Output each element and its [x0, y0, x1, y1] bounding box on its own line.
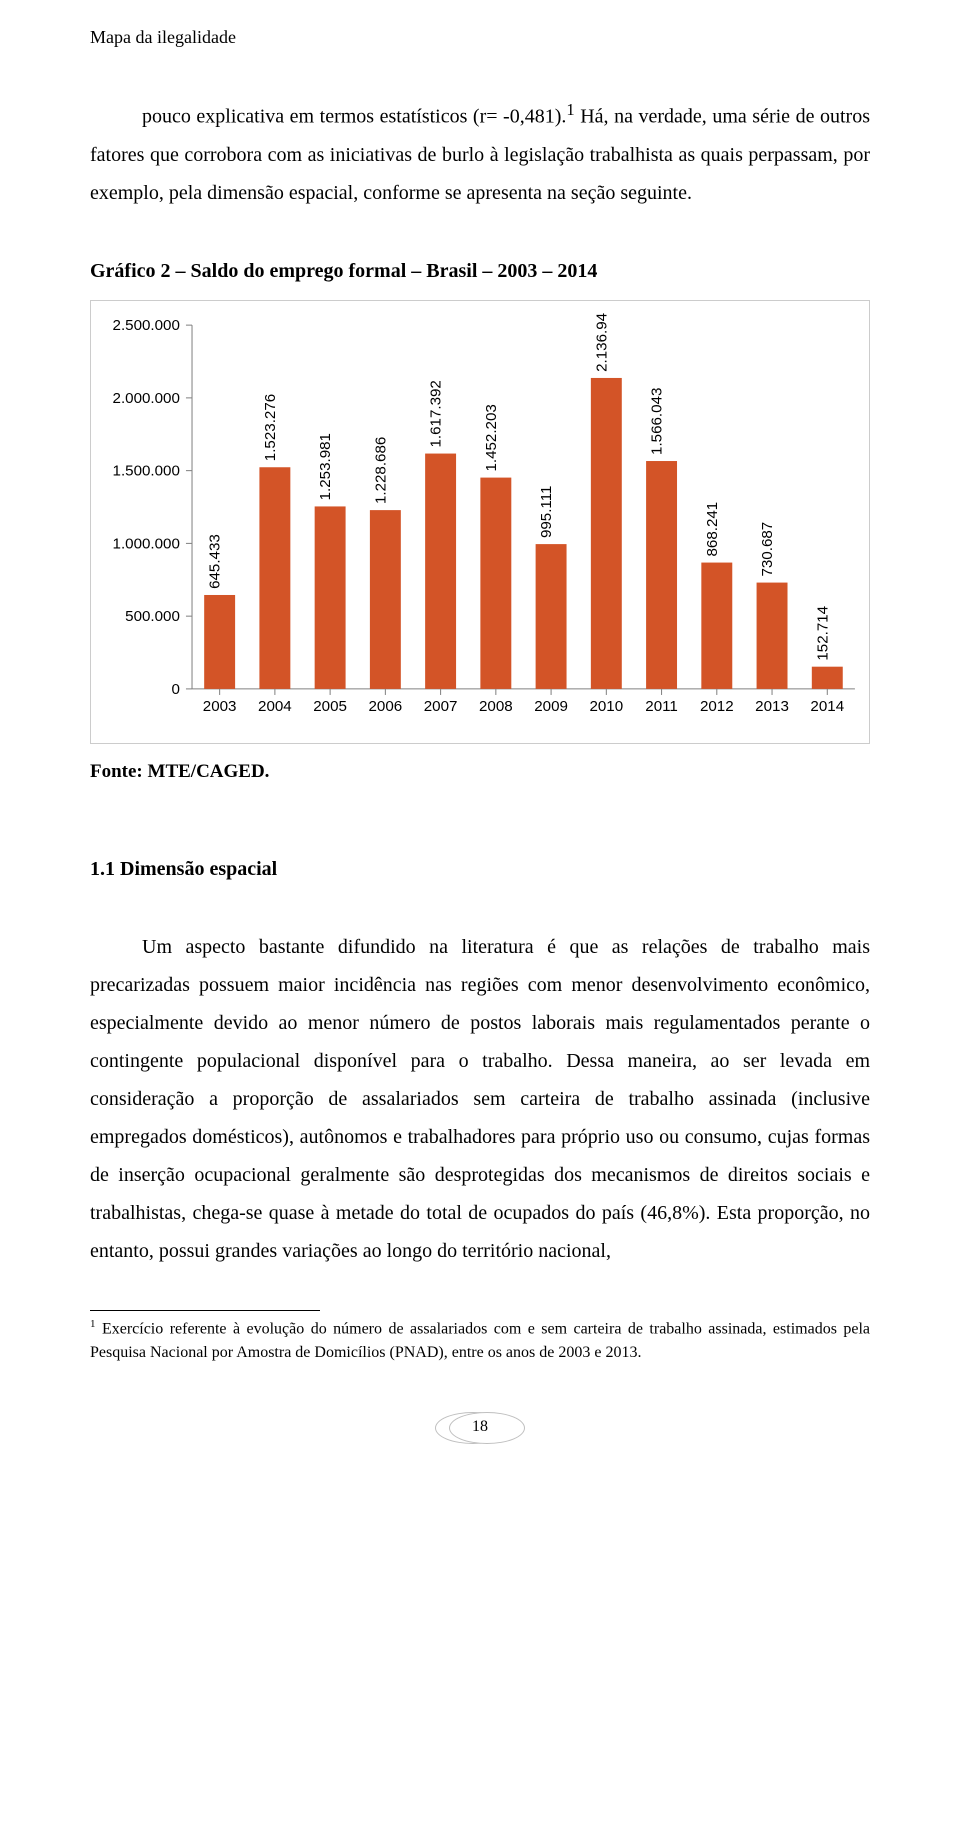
- document-page: Mapa da ilegalidade pouco explicativa em…: [0, 0, 960, 1480]
- svg-text:500.000: 500.000: [125, 608, 180, 625]
- section-paragraph: Um aspecto bastante difundido na literat…: [90, 928, 870, 1270]
- svg-text:1.500.000: 1.500.000: [113, 463, 180, 480]
- svg-text:0: 0: [171, 681, 179, 698]
- svg-text:2003: 2003: [203, 698, 237, 715]
- svg-text:1.617.392: 1.617.392: [428, 380, 445, 447]
- footnote-1: 1 Exercício referente à evolução do núme…: [90, 1317, 870, 1364]
- svg-text:2006: 2006: [369, 698, 403, 715]
- svg-text:2007: 2007: [424, 698, 458, 715]
- footnote-number: 1: [90, 1318, 96, 1330]
- svg-text:645.433: 645.433: [207, 534, 224, 589]
- footnote-separator: [90, 1310, 320, 1311]
- intro-paragraph: pouco explicativa em termos estatísticos…: [90, 94, 870, 212]
- footnote-text: Exercício referente à evolução do número…: [90, 1321, 870, 1361]
- svg-text:2010: 2010: [589, 698, 623, 715]
- svg-text:1.228.686: 1.228.686: [372, 437, 389, 504]
- svg-text:2012: 2012: [700, 698, 734, 715]
- svg-text:995.111: 995.111: [538, 485, 555, 537]
- svg-text:152.714: 152.714: [814, 606, 831, 661]
- svg-text:2014: 2014: [810, 698, 844, 715]
- svg-text:1.452.203: 1.452.203: [483, 404, 500, 471]
- footnote-ref-1: 1: [566, 100, 574, 119]
- svg-text:2004: 2004: [258, 698, 292, 715]
- svg-text:2009: 2009: [534, 698, 568, 715]
- svg-text:1.566.043: 1.566.043: [649, 387, 666, 454]
- svg-text:1.253.981: 1.253.981: [317, 433, 334, 500]
- page-number: 18: [435, 1404, 525, 1450]
- section-heading: 1.1 Dimensão espacial: [90, 850, 870, 888]
- svg-text:1.000.000: 1.000.000: [113, 535, 180, 552]
- chart-container: 0 500.000 1.000.000 1.500.000 2.000.000 2.500…: [90, 300, 870, 744]
- chart-source: Fonte: MTE/CAGED.: [90, 754, 870, 790]
- svg-text:1.523.276: 1.523.276: [262, 394, 279, 461]
- bar-chart: 0 500.000 1.000.000 1.500.000 2.000.000 2.500…: [95, 313, 863, 737]
- svg-text:2008: 2008: [479, 698, 513, 715]
- svg-text:2.500.000: 2.500.000: [113, 317, 180, 334]
- svg-text:2.000.000: 2.000.000: [113, 390, 180, 407]
- svg-text:2011: 2011: [645, 698, 678, 715]
- page-number-badge: 18: [435, 1404, 525, 1450]
- svg-text:868.241: 868.241: [704, 502, 721, 557]
- chart-title: Gráfico 2 – Saldo do emprego formal – Br…: [90, 252, 870, 290]
- running-header: Mapa da ilegalidade: [90, 20, 870, 54]
- svg-text:2005: 2005: [313, 698, 347, 715]
- svg-text:2013: 2013: [755, 698, 789, 715]
- svg-text:730.687: 730.687: [759, 522, 776, 577]
- svg-text:2.136.947: 2.136.947: [593, 313, 610, 372]
- para1-part-a: pouco explicativa em termos estatísticos…: [142, 106, 566, 128]
